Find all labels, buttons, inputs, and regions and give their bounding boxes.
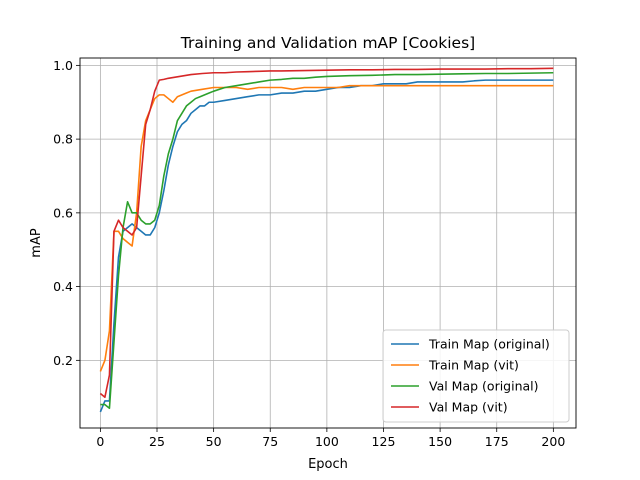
x-tick-label: 25	[149, 434, 165, 449]
series-line-1	[99, 79, 554, 413]
x-axis-label: Epoch	[308, 457, 348, 472]
legend-label: Train Map (vit)	[428, 358, 519, 373]
x-tick-label: 0	[96, 434, 104, 449]
legend: Train Map (original) Train Map (vit) Val M…	[382, 329, 570, 423]
x-tick-label: 75	[262, 434, 278, 449]
y-tick-label: 0.8	[53, 132, 73, 147]
chart-title: Training and Validation mAP [Cookies]	[180, 34, 475, 52]
legend-box	[382, 329, 570, 423]
y-tick-label: 0.2	[53, 353, 73, 368]
y-tick-label: 0.4	[53, 279, 73, 294]
x-tick-label: 150	[428, 434, 452, 449]
x-tick-label: 175	[485, 434, 509, 449]
x-axis: 0 25 50 75 100 125 150 175 200	[96, 428, 565, 449]
legend-label: Val Map (original)	[429, 379, 539, 394]
x-tick-label: 200	[541, 434, 565, 449]
legend-label: Train Map (original)	[428, 337, 550, 352]
series-lines	[99, 67, 554, 413]
legend-label: Val Map (vit)	[429, 400, 508, 415]
y-tick-label: 1.0	[53, 58, 73, 73]
series-line-3	[100, 71, 554, 410]
series-line-4	[99, 67, 554, 399]
y-axis-label: mAP	[29, 228, 44, 258]
plot-frame	[79, 57, 577, 429]
series-line-2	[99, 84, 554, 372]
x-tick-label: 50	[206, 434, 222, 449]
y-tick-label: 0.6	[53, 205, 73, 220]
x-tick-label: 125	[372, 434, 396, 449]
x-tick-label: 100	[315, 434, 339, 449]
y-axis: 0.2 0.4 0.6 0.8 1.0	[53, 58, 80, 368]
